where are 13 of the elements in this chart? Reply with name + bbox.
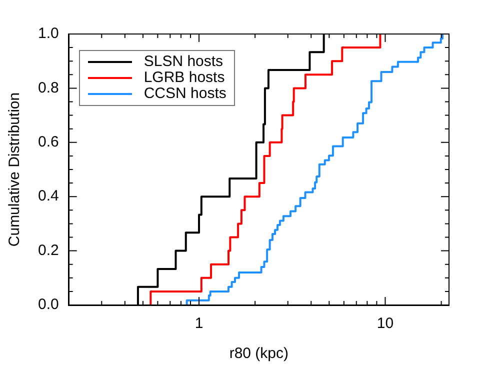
x-axis-title: r80 (kpc) — [229, 345, 289, 362]
y-tick-label: 0.8 — [38, 79, 59, 96]
legend-label: CCSN hosts — [144, 85, 226, 102]
y-tick-label: 0.0 — [38, 296, 59, 314]
y-tick-label: 1.0 — [38, 25, 59, 42]
legend-label: LGRB hosts — [144, 69, 225, 86]
x-tick-label: 10 — [376, 315, 394, 332]
y-tick-label: 0.6 — [38, 134, 59, 151]
y-axis-title: Cumulative Distribution — [6, 92, 24, 247]
x-tick-label: 1 — [194, 315, 204, 332]
y-tick-label: 0.4 — [38, 188, 59, 205]
y-tick-label: 0.2 — [38, 242, 59, 259]
legend-label: SLSN hosts — [144, 53, 224, 70]
